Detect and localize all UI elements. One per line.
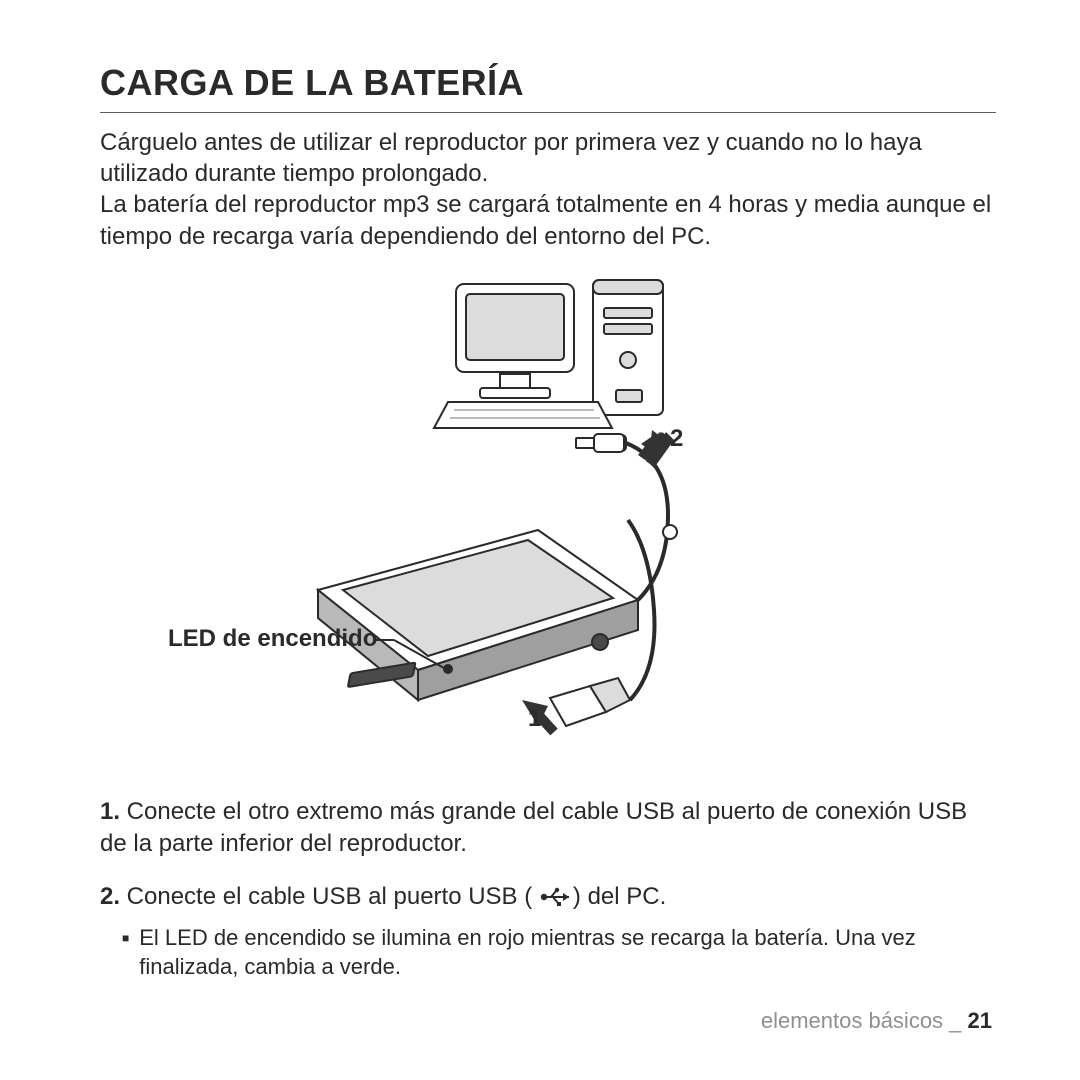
keyboard-icon [434,402,612,428]
step-2-bullet: ■ El LED de encendido se ilumina en rojo… [100,924,996,981]
diagram-container: LED de encendido 2 1 [100,270,996,770]
step-2-text-a: Conecte el cable USB al puerto USB ( [120,883,532,910]
mp3-player-icon [318,530,638,700]
step-1-number: 1. [100,798,120,825]
step-2-bullet-text: El LED de encendido se ilumina en rojo m… [139,924,996,981]
footer-section: elementos básicos _ [761,1008,968,1033]
step-1: 1. Conecte el otro extremo más grande de… [100,796,996,861]
step-2-text-b: ) del PC. [573,883,666,910]
page-title: CARGA DE LA BATERÍA [100,62,996,113]
callout-1-label: 1 [528,705,541,733]
intro-p2: La batería del reproductor mp3 se cargar… [100,191,991,249]
charging-diagram: LED de encendido 2 1 [198,270,898,770]
monitor-icon [456,284,574,398]
led-label: LED de encendido [168,625,377,653]
diagram-svg [198,270,898,770]
bullet-square-icon: ■ [122,924,129,981]
callout-2-label: 2 [670,425,683,453]
intro-p1: Cárguelo antes de utilizar el reproducto… [100,129,922,187]
pc-tower-icon [593,280,663,415]
steps-list: 1. Conecte el otro extremo más grande de… [100,796,996,981]
step-2-number: 2. [100,883,120,910]
step-1-text: Conecte el otro extremo más grande del c… [100,798,967,857]
page-footer: elementos básicos _ 21 [761,1008,992,1034]
step-2: 2. Conecte el cable USB al puerto USB ( … [100,881,996,982]
intro-text: Cárguelo antes de utilizar el reproducto… [100,127,996,252]
usb-icon [539,884,573,916]
footer-page-number: 21 [968,1008,992,1033]
